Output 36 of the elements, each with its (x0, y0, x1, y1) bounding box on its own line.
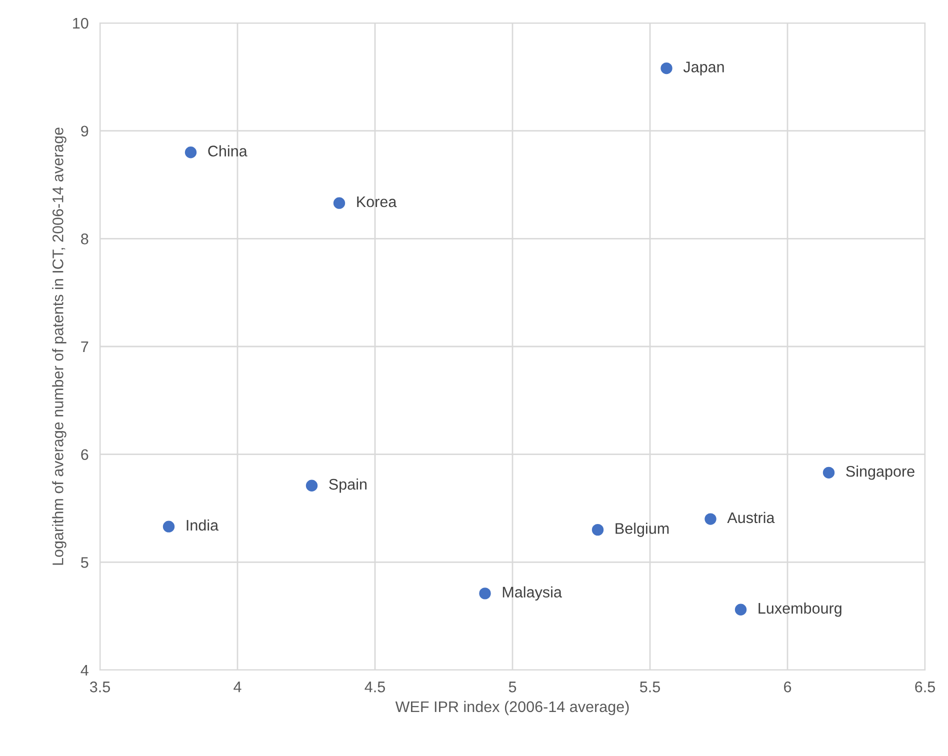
annotation: Singapore (846, 466, 914, 480)
x-tick-label: 5 (508, 682, 516, 692)
annotation: Belgium (616, 522, 669, 537)
y-axis-title: Logarithm of average number of patents in ICT, 2006-14 average (52, 128, 66, 565)
point (734, 604, 747, 616)
x-tick-label: 6.5 (915, 682, 935, 692)
annotation: India (186, 519, 219, 531)
point (306, 480, 318, 492)
y-tick-label: 4 (80, 665, 88, 676)
point (184, 146, 197, 158)
point (660, 62, 672, 74)
point (333, 197, 346, 209)
annotation: Korea (357, 196, 397, 208)
point (704, 513, 716, 525)
x-tick-label: 6 (784, 682, 792, 692)
point (479, 588, 491, 600)
annotation: Malaysia (502, 586, 562, 601)
y-tick-label: 6 (81, 449, 88, 460)
annotation: China (208, 145, 248, 156)
point (592, 524, 604, 536)
annotation: Austria (727, 512, 775, 524)
point (162, 520, 175, 532)
y-tick-label: 10 (73, 18, 88, 29)
y-tick-label: 7 (81, 342, 88, 352)
x-tick-label: 4.5 (364, 682, 385, 692)
x-tick-label: 4 (234, 682, 242, 692)
annotation: Japan (683, 62, 724, 76)
y-tick-label: 8 (81, 234, 88, 244)
annotation: Luxembourg (758, 602, 842, 617)
x-axis-title: WEF IPR index (2006-14 average) (395, 700, 629, 716)
x-tick-label: 5.5 (640, 682, 660, 692)
annotation: Spain (329, 478, 366, 493)
point (822, 466, 835, 479)
x-tick-label: 3.5 (90, 682, 110, 692)
y-tick-label: 5 (81, 557, 88, 568)
y-tick-label: 9 (81, 126, 88, 137)
